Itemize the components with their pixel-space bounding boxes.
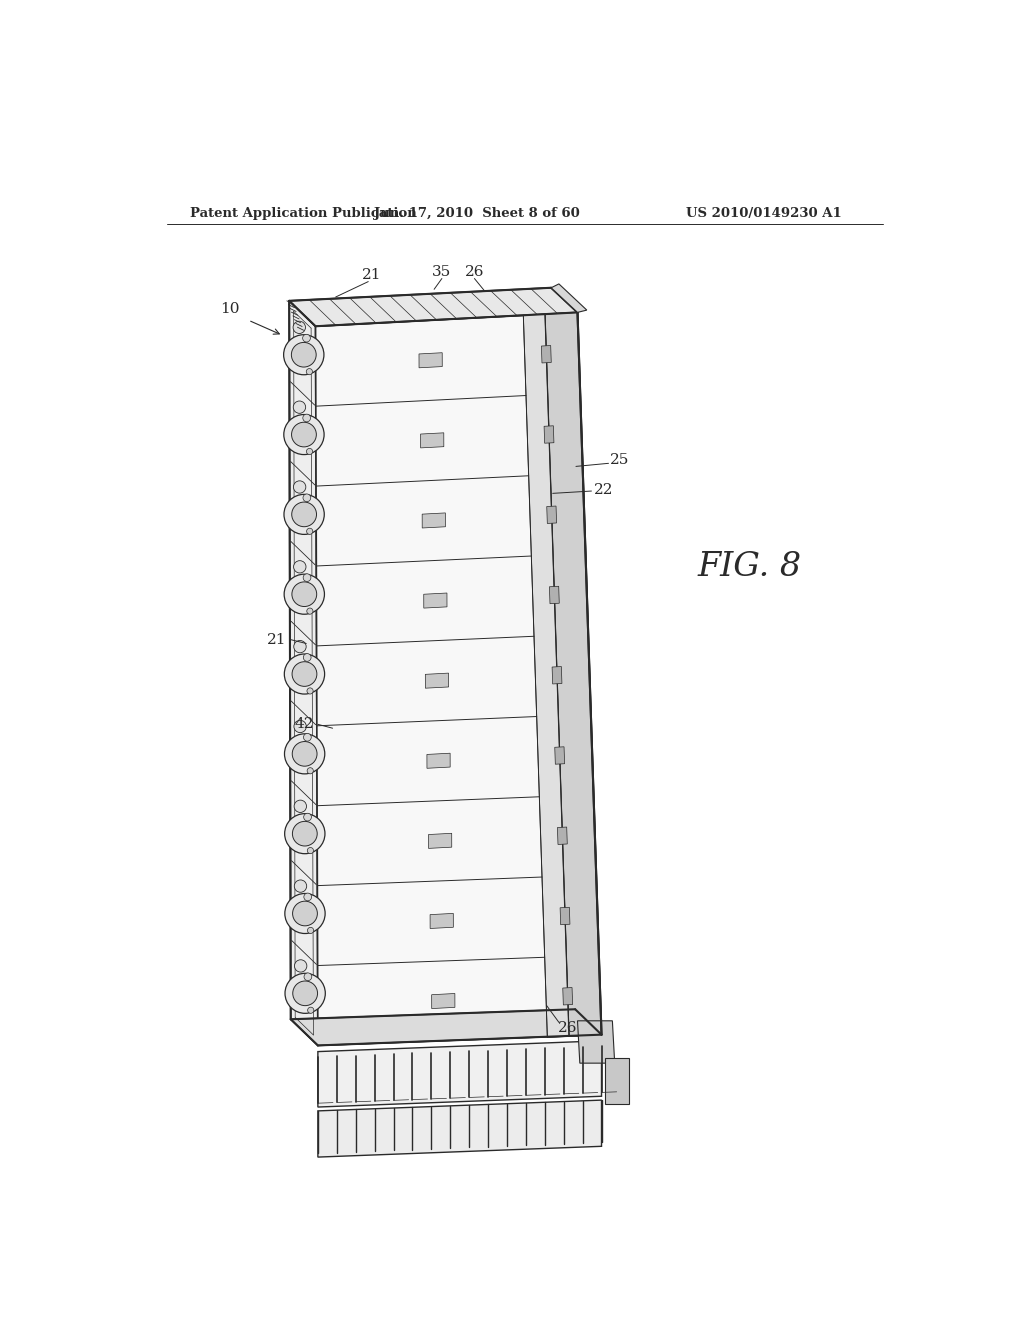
Circle shape xyxy=(292,582,316,606)
Polygon shape xyxy=(422,513,445,528)
Circle shape xyxy=(304,894,311,900)
Circle shape xyxy=(295,960,307,972)
Circle shape xyxy=(285,653,325,694)
Circle shape xyxy=(285,894,326,933)
Polygon shape xyxy=(289,301,317,1045)
Circle shape xyxy=(284,414,325,454)
Polygon shape xyxy=(551,284,587,313)
Circle shape xyxy=(285,813,325,854)
Text: 10: 10 xyxy=(220,301,240,315)
Circle shape xyxy=(293,902,317,925)
Circle shape xyxy=(304,973,311,981)
Circle shape xyxy=(307,609,313,614)
Circle shape xyxy=(294,561,306,573)
Circle shape xyxy=(294,800,306,812)
Polygon shape xyxy=(605,1057,629,1104)
Circle shape xyxy=(303,414,310,422)
Polygon shape xyxy=(542,346,551,363)
Circle shape xyxy=(293,401,305,413)
Polygon shape xyxy=(317,1100,601,1158)
Text: FIG. 8: FIG. 8 xyxy=(697,550,802,582)
Circle shape xyxy=(306,449,312,454)
Circle shape xyxy=(294,880,306,892)
Circle shape xyxy=(307,688,313,694)
Text: 35: 35 xyxy=(432,265,452,280)
Polygon shape xyxy=(563,987,572,1005)
Text: Jun. 17, 2010  Sheet 8 of 60: Jun. 17, 2010 Sheet 8 of 60 xyxy=(374,207,580,220)
Circle shape xyxy=(284,335,324,375)
Polygon shape xyxy=(419,352,442,368)
Circle shape xyxy=(292,661,316,686)
Circle shape xyxy=(303,734,311,741)
Polygon shape xyxy=(552,667,562,684)
Circle shape xyxy=(285,973,326,1014)
Circle shape xyxy=(293,821,317,846)
Text: 42: 42 xyxy=(295,717,314,731)
Text: 25: 25 xyxy=(609,453,629,467)
Circle shape xyxy=(294,721,306,733)
Text: US 2010/0149230 A1: US 2010/0149230 A1 xyxy=(686,207,842,220)
Circle shape xyxy=(307,847,313,854)
Circle shape xyxy=(293,321,305,334)
Circle shape xyxy=(292,742,317,766)
Circle shape xyxy=(304,813,311,821)
Polygon shape xyxy=(425,673,449,688)
Polygon shape xyxy=(544,426,554,444)
Circle shape xyxy=(303,653,311,661)
Polygon shape xyxy=(289,288,578,326)
Circle shape xyxy=(292,502,316,527)
Circle shape xyxy=(303,574,311,582)
Circle shape xyxy=(307,928,313,933)
Text: 21: 21 xyxy=(362,268,382,282)
Circle shape xyxy=(303,494,310,502)
Circle shape xyxy=(284,495,325,535)
Circle shape xyxy=(307,768,313,774)
Polygon shape xyxy=(428,833,452,849)
Polygon shape xyxy=(557,828,567,845)
Polygon shape xyxy=(560,907,570,925)
Polygon shape xyxy=(291,1010,601,1045)
Polygon shape xyxy=(427,754,451,768)
Text: 21: 21 xyxy=(267,632,287,647)
Text: 22: 22 xyxy=(594,483,613,496)
Polygon shape xyxy=(421,433,443,447)
Polygon shape xyxy=(555,747,564,764)
Text: 26: 26 xyxy=(558,1022,578,1035)
Text: Patent Application Publication: Patent Application Publication xyxy=(190,207,417,220)
Polygon shape xyxy=(317,1040,601,1107)
Circle shape xyxy=(284,574,325,614)
Circle shape xyxy=(306,368,312,375)
Polygon shape xyxy=(424,593,447,609)
Polygon shape xyxy=(523,314,569,1038)
Circle shape xyxy=(292,342,316,367)
Circle shape xyxy=(306,528,312,535)
Circle shape xyxy=(294,480,306,494)
Polygon shape xyxy=(547,506,557,524)
Circle shape xyxy=(285,734,325,774)
Circle shape xyxy=(303,334,310,342)
Polygon shape xyxy=(315,313,601,1045)
Circle shape xyxy=(292,422,316,447)
Text: 26: 26 xyxy=(465,265,484,280)
Polygon shape xyxy=(432,994,455,1008)
Polygon shape xyxy=(550,586,559,603)
Polygon shape xyxy=(545,313,601,1036)
Polygon shape xyxy=(430,913,454,928)
Circle shape xyxy=(294,640,306,653)
Polygon shape xyxy=(578,1020,614,1063)
Circle shape xyxy=(293,981,317,1006)
Circle shape xyxy=(307,1007,313,1014)
